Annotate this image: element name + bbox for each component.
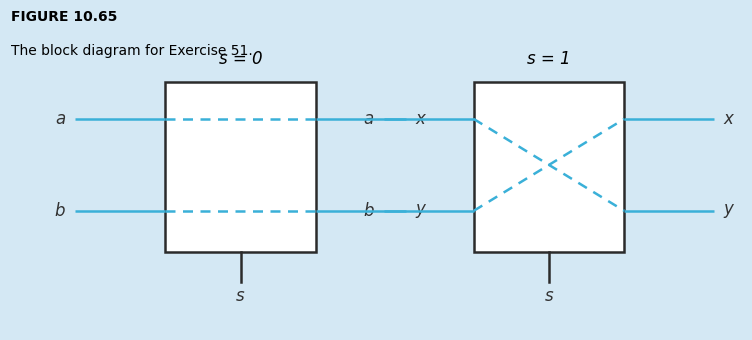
Text: $x$: $x$	[415, 110, 428, 128]
Text: FIGURE 10.65: FIGURE 10.65	[11, 10, 117, 24]
Bar	[474, 82, 624, 252]
Text: $y$: $y$	[415, 202, 428, 220]
Text: $b$: $b$	[362, 202, 374, 220]
Text: The block diagram for Exercise 51.: The block diagram for Exercise 51.	[11, 44, 253, 58]
Text: $x$: $x$	[723, 110, 736, 128]
Text: $a$: $a$	[363, 110, 374, 128]
Text: $s$: $s$	[544, 287, 554, 305]
Text: $b$: $b$	[54, 202, 66, 220]
Text: s = 0: s = 0	[219, 50, 262, 68]
Text: $y$: $y$	[723, 202, 736, 220]
Text: $a$: $a$	[55, 110, 66, 128]
Bar	[165, 82, 316, 252]
Text: s = 1: s = 1	[527, 50, 571, 68]
Text: $s$: $s$	[235, 287, 246, 305]
